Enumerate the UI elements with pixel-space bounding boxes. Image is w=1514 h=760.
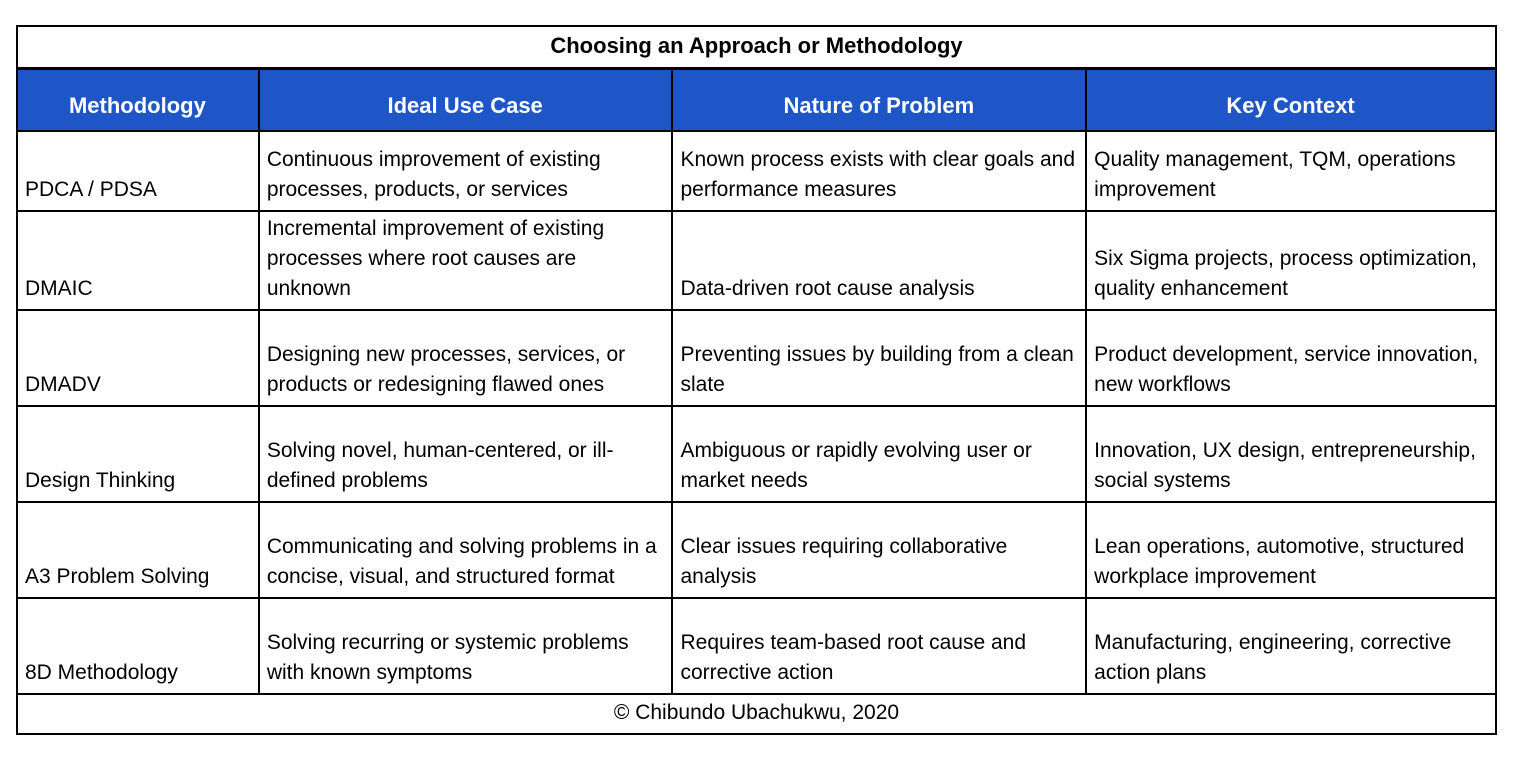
table-row-8d-methodology: 8D Methodology Solving recurring or syst… xyxy=(16,597,1497,695)
cell-nature-of-problem: Data-driven root cause analysis xyxy=(671,210,1088,311)
table-title: Choosing an Approach or Methodology xyxy=(16,25,1497,70)
cell-methodology: Design Thinking xyxy=(16,405,260,503)
cell-ideal-use-case: Solving novel, human-centered, or ill-de… xyxy=(257,405,674,503)
cell-key-context: Quality management, TQM, operations impr… xyxy=(1085,130,1497,212)
table-row-dmadv: DMADV Designing new processes, services,… xyxy=(16,309,1497,407)
cell-key-context: Innovation, UX design, entrepreneurship,… xyxy=(1085,405,1497,503)
cell-ideal-use-case: Designing new processes, services, or pr… xyxy=(257,309,674,407)
cell-key-context: Six Sigma projects, process optimization… xyxy=(1085,210,1497,311)
cell-methodology: DMAIC xyxy=(16,210,260,311)
cell-ideal-use-case: Communicating and solving problems in a … xyxy=(257,501,674,599)
cell-methodology: 8D Methodology xyxy=(16,597,260,695)
cell-methodology: PDCA / PDSA xyxy=(16,130,260,212)
table-row-design-thinking: Design Thinking Solving novel, human-cen… xyxy=(16,405,1497,503)
table-footer-row: © Chibundo Ubachukwu, 2020 xyxy=(16,693,1497,735)
cell-nature-of-problem: Preventing issues by building from a cle… xyxy=(671,309,1088,407)
table-row-a3-problem-solving: A3 Problem Solving Communicating and sol… xyxy=(16,501,1497,599)
column-header-key-context: Key Context xyxy=(1085,67,1497,132)
table-title-row: Choosing an Approach or Methodology xyxy=(16,25,1497,70)
column-header-methodology: Methodology xyxy=(16,67,260,132)
cell-key-context: Product development, service innovation,… xyxy=(1085,309,1497,407)
column-header-nature-of-problem: Nature of Problem xyxy=(671,67,1088,132)
cell-key-context: Lean operations, automotive, structured … xyxy=(1085,501,1497,599)
cell-ideal-use-case: Incremental improvement of existing proc… xyxy=(257,210,674,311)
table-header-row: Methodology Ideal Use Case Nature of Pro… xyxy=(16,67,1497,132)
cell-nature-of-problem: Ambiguous or rapidly evolving user or ma… xyxy=(671,405,1088,503)
cell-nature-of-problem: Requires team-based root cause and corre… xyxy=(671,597,1088,695)
table-row-pdca-pdsa: PDCA / PDSA Continuous improvement of ex… xyxy=(16,130,1497,212)
cell-methodology: A3 Problem Solving xyxy=(16,501,260,599)
cell-nature-of-problem: Clear issues requiring collaborative ana… xyxy=(671,501,1088,599)
cell-methodology: DMADV xyxy=(16,309,260,407)
column-header-ideal-use-case: Ideal Use Case xyxy=(257,67,674,132)
cell-key-context: Manufacturing, engineering, corrective a… xyxy=(1085,597,1497,695)
cell-nature-of-problem: Known process exists with clear goals an… xyxy=(671,130,1088,212)
table-row-dmaic: DMAIC Incremental improvement of existin… xyxy=(16,210,1497,311)
copyright-text: © Chibundo Ubachukwu, 2020 xyxy=(16,693,1497,735)
methodology-comparison-table: Choosing an Approach or Methodology Meth… xyxy=(16,25,1497,735)
cell-ideal-use-case: Solving recurring or systemic problems w… xyxy=(257,597,674,695)
cell-ideal-use-case: Continuous improvement of existing proce… xyxy=(257,130,674,212)
